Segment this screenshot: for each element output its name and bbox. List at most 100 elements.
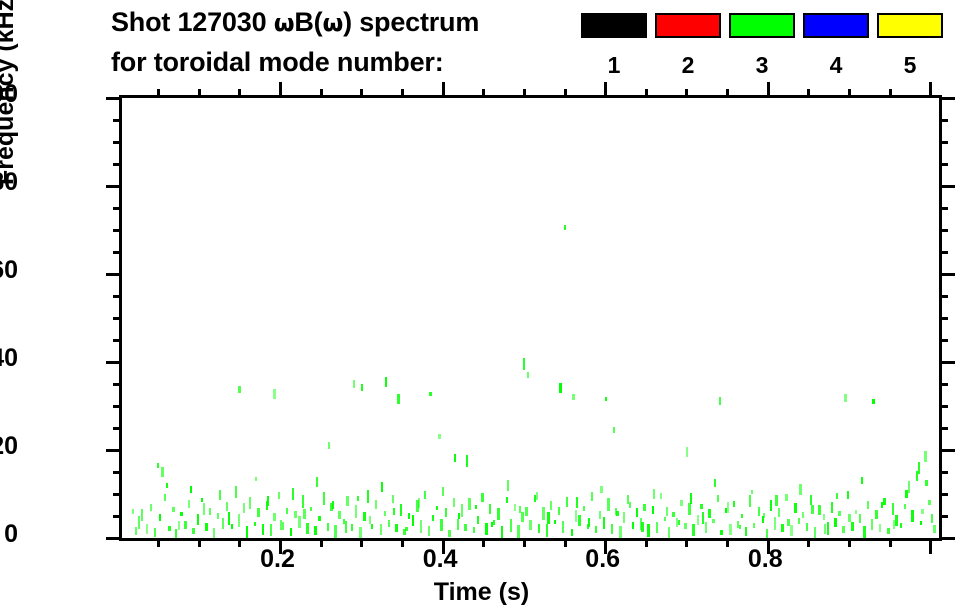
data-point	[862, 525, 866, 538]
data-point	[444, 507, 447, 518]
x-tick-label-0.2: 0.2	[260, 545, 295, 573]
data-point	[360, 384, 363, 391]
data-point	[313, 525, 317, 536]
data-point	[521, 511, 525, 522]
plot-title-line-2: for toroidal mode number:	[111, 47, 444, 77]
x-tick-major-0.8	[766, 538, 770, 554]
x-axis-title: Time (s)	[433, 578, 530, 606]
y-tick-right-minor-50	[939, 316, 948, 320]
data-point	[696, 515, 699, 526]
data-point	[175, 528, 178, 538]
data-point	[615, 508, 618, 515]
data-point	[931, 513, 934, 523]
data-point	[763, 513, 766, 519]
data-point	[757, 507, 760, 516]
x-tick-minor-0.15	[238, 538, 242, 547]
x-tick-major-0.6	[604, 538, 608, 554]
data-point	[716, 494, 719, 503]
data-point	[629, 501, 632, 509]
x-tick-label-0.6: 0.6	[585, 545, 621, 573]
data-point	[834, 517, 838, 528]
data-point	[216, 513, 219, 519]
data-point	[473, 527, 475, 533]
data-point	[230, 523, 233, 530]
data-point	[751, 489, 754, 494]
y-tick-major-100	[106, 96, 122, 100]
data-point	[192, 527, 196, 535]
data-point	[179, 511, 183, 516]
legend-swatch-5	[877, 13, 943, 38]
data-point	[265, 500, 268, 510]
y-tick-label-0: 0	[4, 520, 18, 548]
data-point	[773, 517, 776, 530]
data-point	[830, 501, 833, 513]
x-tick-top-minor-0.7	[685, 89, 689, 98]
data-point	[749, 495, 752, 507]
y-tick-right-minor-10	[939, 492, 948, 496]
data-point	[618, 525, 622, 538]
y-tick-label-100: 100	[0, 80, 18, 108]
data-point	[167, 526, 171, 531]
data-point	[789, 524, 793, 537]
data-point	[466, 454, 469, 468]
data-point	[603, 516, 606, 530]
data-point	[452, 498, 455, 508]
data-point	[679, 499, 683, 507]
x-tick-top-major-0.8	[766, 82, 770, 98]
x-tick-top-minor-0.75	[726, 89, 730, 98]
y-tick-right-minor-55	[939, 294, 948, 298]
data-point	[253, 521, 256, 526]
data-point	[881, 502, 884, 508]
y-axis-title: Frequency (kHz)	[0, 0, 19, 185]
data-point	[458, 513, 461, 519]
data-point	[874, 509, 878, 519]
y-tick-label-60: 60	[0, 256, 18, 284]
data-point	[156, 463, 159, 468]
x-tick-minor-0.7	[685, 538, 689, 547]
data-point	[387, 520, 390, 527]
data-point	[177, 521, 180, 530]
data-point	[811, 505, 815, 514]
data-point	[687, 503, 691, 515]
data-point	[860, 477, 863, 485]
data-point	[525, 506, 529, 517]
data-point	[484, 523, 488, 536]
data-point	[351, 524, 354, 532]
legend: 1 2 3 4 5	[0, 0, 963, 95]
data-point	[154, 527, 157, 538]
data-point	[838, 510, 842, 517]
data-point	[574, 509, 577, 523]
data-point	[201, 497, 204, 503]
data-point	[887, 527, 891, 534]
data-point	[371, 523, 374, 529]
data-point	[362, 511, 366, 522]
data-point	[562, 520, 565, 534]
data-point	[541, 507, 545, 520]
data-point	[489, 503, 492, 515]
data-point	[720, 529, 724, 535]
x-tick-top-major-0.4	[441, 82, 445, 98]
data-point	[802, 512, 805, 519]
plot-data-area	[122, 98, 939, 538]
data-point	[586, 523, 589, 530]
data-point	[725, 508, 727, 514]
y-tick-minor-85	[113, 162, 122, 166]
data-point	[554, 519, 557, 524]
y-tick-minor-70	[113, 228, 122, 232]
y-tick-right-minor-15	[939, 470, 948, 474]
data-point	[600, 485, 604, 494]
data-point	[517, 525, 521, 538]
data-point	[432, 514, 435, 521]
data-point	[513, 503, 516, 511]
data-point	[368, 516, 371, 525]
x-tick-label-0.4: 0.4	[422, 545, 458, 573]
data-point	[338, 510, 342, 520]
y-tick-minor-45	[113, 338, 122, 342]
data-point	[281, 521, 284, 530]
x-tick-minor-0.35	[400, 538, 404, 547]
data-point	[225, 501, 228, 512]
data-point	[420, 520, 423, 533]
data-point	[664, 516, 667, 521]
legend-swatch-1	[581, 13, 647, 38]
data-point	[246, 525, 249, 538]
